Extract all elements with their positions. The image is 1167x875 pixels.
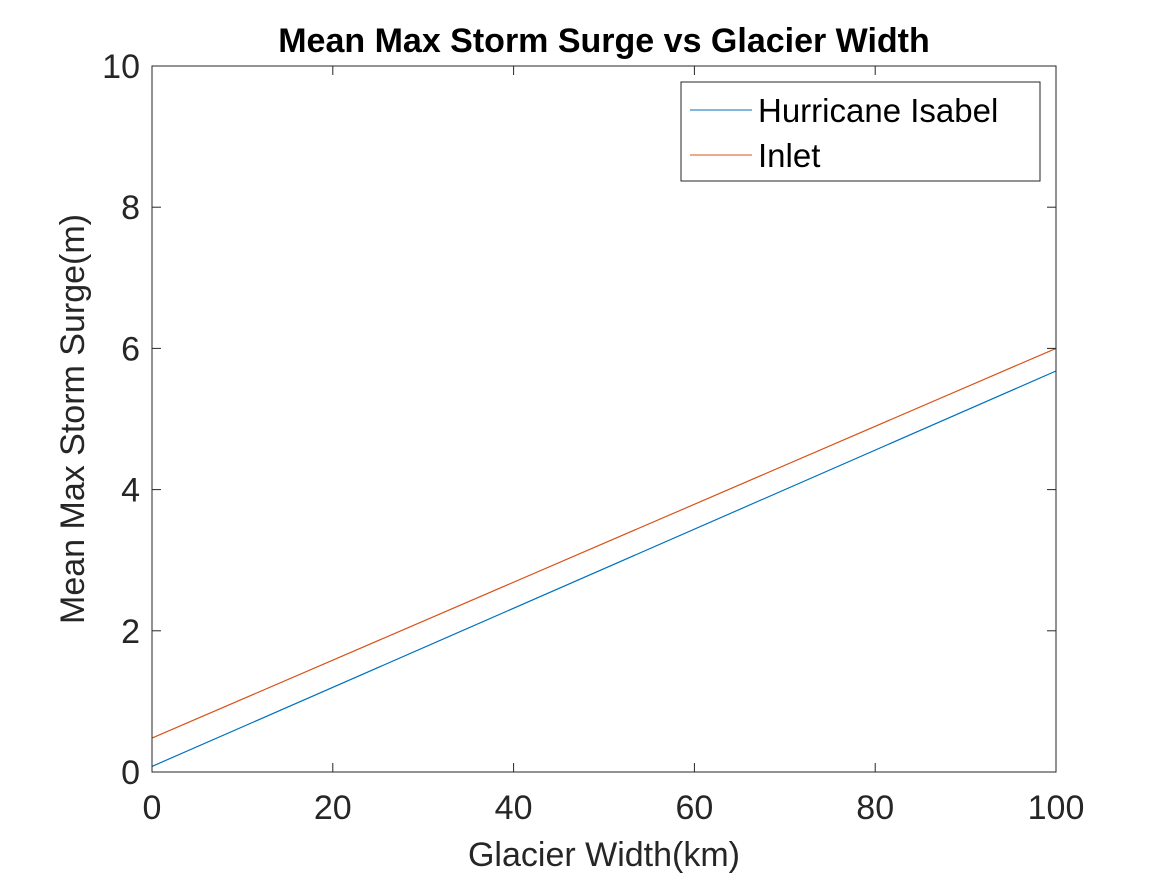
- plot-area: [152, 66, 1056, 772]
- legend-label-inlet: Inlet: [758, 137, 820, 174]
- y-tick-label: 0: [121, 754, 140, 792]
- axes: [151, 65, 1057, 773]
- x-tick-label: 60: [675, 789, 713, 827]
- ticks: 0 20 40 60 80 100 0 2 4 6 8 10: [102, 48, 1084, 827]
- x-tick-label: 100: [1028, 789, 1085, 827]
- y-tick-label: 8: [121, 189, 140, 227]
- series-line-hurricane-isabel: [151, 370, 1057, 767]
- x-tick-label: 40: [495, 789, 533, 827]
- legend-label-hurricane-isabel: Hurricane Isabel: [758, 92, 998, 129]
- y-tick-label: 2: [121, 613, 140, 651]
- chart-title: Mean Max Storm Surge vs Glacier Width: [278, 22, 930, 60]
- x-tick-label: 80: [856, 789, 894, 827]
- y-tick-label: 4: [121, 472, 140, 510]
- legend: Hurricane Isabel Inlet: [680, 81, 1041, 182]
- y-axis-label: Mean Max Storm Surge(m): [54, 214, 92, 624]
- series-layer: [151, 347, 1057, 767]
- x-tick-label: 20: [314, 789, 352, 827]
- legend-box: [680, 81, 1041, 182]
- axes-box: [151, 65, 1057, 773]
- x-tick-label: 0: [143, 789, 162, 827]
- y-tick-label: 6: [121, 330, 140, 368]
- series-line-inlet: [151, 347, 1057, 739]
- x-axis-label: Glacier Width(km): [468, 836, 740, 874]
- y-tick-label: 10: [102, 48, 140, 86]
